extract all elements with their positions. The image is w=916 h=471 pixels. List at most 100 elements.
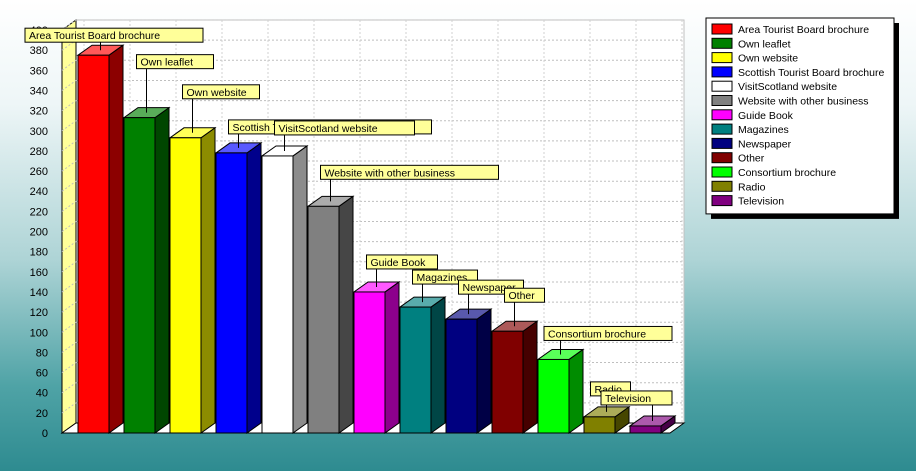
data-label: Newspaper	[463, 282, 517, 294]
legend-swatch	[711, 80, 733, 92]
legend-swatch	[711, 180, 733, 192]
callout: Television	[600, 390, 673, 421]
bar-front	[445, 318, 478, 434]
gridline	[61, 140, 77, 152]
bars	[76, 44, 677, 434]
gridline	[61, 200, 77, 212]
bar	[260, 144, 309, 434]
y-tick-label: 120	[30, 307, 48, 319]
legend-swatch	[711, 152, 733, 164]
bar-side	[108, 44, 124, 434]
legend-swatch	[711, 195, 733, 207]
gridline	[61, 341, 77, 353]
bar-side	[246, 141, 262, 434]
callout: Own leaflet	[136, 54, 214, 113]
gridline	[61, 39, 77, 51]
legend-swatch	[711, 95, 733, 106]
gridline	[61, 301, 77, 313]
legend-label: Television	[738, 196, 784, 208]
legend-swatch	[711, 66, 733, 78]
legend-label: Other	[738, 153, 765, 165]
y-tick-label: 180	[30, 247, 48, 259]
y-tick-label: 0	[42, 428, 48, 440]
y-tick-label: 100	[30, 327, 48, 339]
legend-label: Newspaper	[738, 138, 792, 150]
y-tick-label: 340	[30, 85, 48, 97]
gridline	[61, 281, 77, 293]
data-label: VisitScotland website	[279, 123, 378, 135]
data-label: Magazines	[417, 272, 468, 284]
gridline	[61, 402, 77, 414]
callout-box	[366, 254, 438, 270]
bar	[168, 126, 217, 434]
legend-item: Newspaper	[711, 137, 792, 150]
y-tick-label: 320	[30, 106, 48, 118]
gridline	[61, 80, 77, 91]
y-tick-label: 200	[30, 227, 48, 239]
legend-item: Television	[711, 195, 784, 208]
legend-item: Guide Book	[711, 109, 794, 122]
callout-box	[274, 120, 415, 136]
data-label: Consortium brochure	[548, 328, 646, 340]
legend-item: Area Tourist Board brochure	[711, 23, 869, 36]
gridline	[61, 59, 77, 71]
bar	[76, 44, 125, 434]
bar-front	[353, 291, 386, 434]
bar-front	[77, 54, 110, 434]
bar-front	[123, 117, 156, 434]
y-tick-label: 140	[30, 287, 48, 299]
data-label: Guide Book	[371, 257, 427, 269]
callout: Area Tourist Board brochure	[24, 27, 204, 51]
legend-item: VisitScotland website	[711, 80, 837, 93]
legend-swatch	[711, 166, 733, 178]
y-tick-label: 280	[30, 146, 48, 158]
gridline	[61, 180, 77, 192]
legend-label: Own website	[738, 53, 798, 65]
bar-side	[522, 320, 538, 434]
gridline	[61, 241, 77, 253]
callout-box	[24, 27, 204, 43]
bar-front	[399, 306, 432, 434]
gridline	[61, 120, 77, 132]
bar	[444, 308, 493, 434]
bar-front	[169, 137, 202, 434]
legend-item: Magazines	[711, 123, 789, 136]
bar-side	[568, 348, 584, 434]
legend-swatch	[711, 137, 733, 149]
legend-item: Consortium brochure	[711, 166, 836, 179]
legend-label: Website with other business	[738, 96, 869, 108]
legend-item: Scottish Tourist Board brochure	[711, 66, 884, 79]
data-label: Television	[605, 393, 651, 405]
callout-box	[136, 54, 214, 70]
legend-label: Own leaflet	[738, 38, 791, 50]
y-tick-label: 60	[36, 368, 48, 380]
gridline	[61, 382, 77, 394]
bar-front	[537, 358, 570, 434]
gridline	[61, 261, 77, 273]
data-label-callouts: Area Tourist Board brochure Own leaflet Ow…	[24, 27, 673, 421]
bar	[306, 195, 355, 434]
callout: Website with other business	[320, 164, 499, 202]
legend-label: Consortium brochure	[738, 167, 836, 179]
legend-item: Radio	[711, 180, 766, 193]
callout: VisitScotland website	[274, 120, 415, 151]
legend: Area Tourist Board brochure Own leaflet Ow…	[705, 17, 899, 219]
legend-item: Other	[711, 152, 765, 165]
data-label: Website with other business	[325, 167, 456, 179]
bar-front	[583, 416, 616, 434]
bar	[536, 348, 585, 434]
y-tick-label: 160	[30, 267, 48, 279]
bar	[122, 106, 171, 434]
legend-swatch	[711, 52, 733, 64]
bar-side	[200, 126, 216, 434]
y-tick-label: 40	[36, 388, 48, 400]
y-tick-label: 360	[30, 65, 48, 77]
legend-item: Website with other business	[711, 95, 869, 108]
legend-label: VisitScotland website	[738, 81, 837, 93]
callout: Other	[504, 287, 545, 327]
gridline	[61, 100, 77, 112]
bar-side	[154, 106, 170, 434]
bar-front	[491, 330, 524, 434]
data-label: Own leaflet	[141, 57, 194, 69]
